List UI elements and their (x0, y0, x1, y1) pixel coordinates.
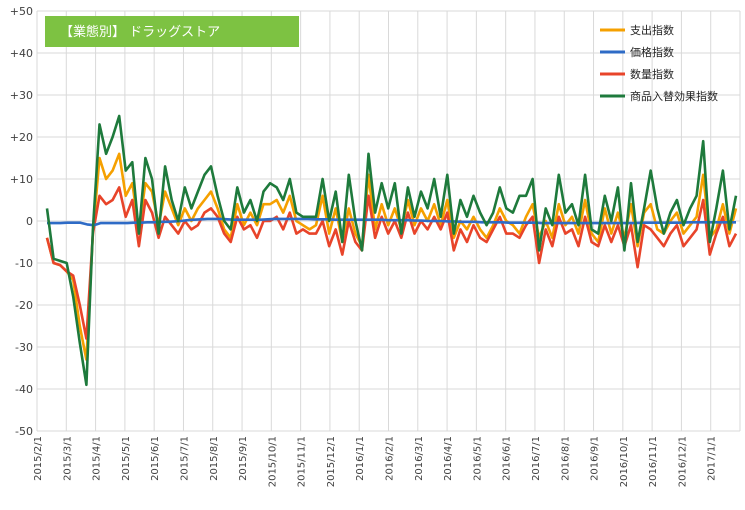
y-tick-label: -30 (15, 341, 33, 354)
x-tick-label: 2016/2/1 (385, 436, 396, 481)
y-tick-label: -20 (15, 299, 33, 312)
x-tick-label: 2015/5/1 (121, 436, 132, 481)
series-line-2 (45, 186, 738, 340)
x-tick-label: 2016/4/1 (443, 436, 454, 481)
x-tick-label: 2015/11/1 (297, 436, 308, 487)
y-tick-label: -10 (15, 257, 33, 270)
x-tick-label: 2016/7/1 (531, 436, 542, 481)
y-tick-label: +40 (10, 47, 33, 60)
x-tick-label: 2016/11/1 (648, 436, 659, 487)
chart-title-box: 【業態別】 ドラッグストア (45, 16, 299, 47)
x-tick-label: 2016/6/1 (502, 436, 513, 481)
x-axis-tick-labels: 2015/2/1 2015/3/1 2015/4/1 2015/5/1 2015/6/1… (33, 436, 718, 487)
x-tick-label: 2016/10/1 (619, 436, 630, 487)
x-tick-label: 2015/6/1 (150, 436, 161, 481)
y-tick-label: +20 (10, 131, 33, 144)
x-tick-label: 2015/3/1 (62, 436, 73, 481)
y-axis-tick-labels: +50 +40 +30 +20 +10 0 -10 -20 -30 -40 -50 (10, 5, 33, 438)
y-tick-label: -50 (15, 425, 33, 438)
y-tick-label: -40 (15, 383, 33, 396)
x-tick-label: 2015/7/1 (179, 436, 190, 481)
x-tick-label: 2016/12/1 (677, 436, 688, 487)
x-tick-label: 2016/1/1 (355, 436, 366, 481)
series-line-3 (45, 114, 738, 387)
x-tick-label: 2016/3/1 (414, 436, 425, 481)
x-tick-label: 2016/9/1 (590, 436, 601, 481)
y-tick-label: +30 (10, 89, 33, 102)
y-tick-label: 0 (26, 215, 33, 228)
legend-label: 商品入替効果指数 (630, 89, 718, 103)
chart-title: 【業態別】 ドラッグストア (60, 24, 220, 40)
y-tick-label: +50 (10, 5, 33, 18)
x-tick-label: 2015/4/1 (92, 436, 103, 481)
x-tick-label: 2015/8/1 (209, 436, 220, 481)
chart-title-background (45, 16, 299, 47)
x-tick-label: 2017/1/1 (707, 436, 718, 481)
legend-label: 価格指数 (630, 45, 674, 59)
x-tick-label: 2015/10/1 (267, 436, 278, 487)
x-tick-label: 2015/2/1 (33, 436, 44, 481)
x-tick-label: 2016/8/1 (560, 436, 571, 481)
x-tick-label: 2015/12/1 (326, 436, 337, 487)
legend-label: 数量指数 (630, 67, 674, 81)
legend-label: 支出指数 (630, 23, 674, 37)
x-tick-label: 2015/9/1 (238, 436, 249, 481)
x-tick-label: 2016/5/1 (472, 436, 483, 481)
y-tick-label: +10 (10, 173, 33, 186)
series-lines (45, 114, 738, 387)
